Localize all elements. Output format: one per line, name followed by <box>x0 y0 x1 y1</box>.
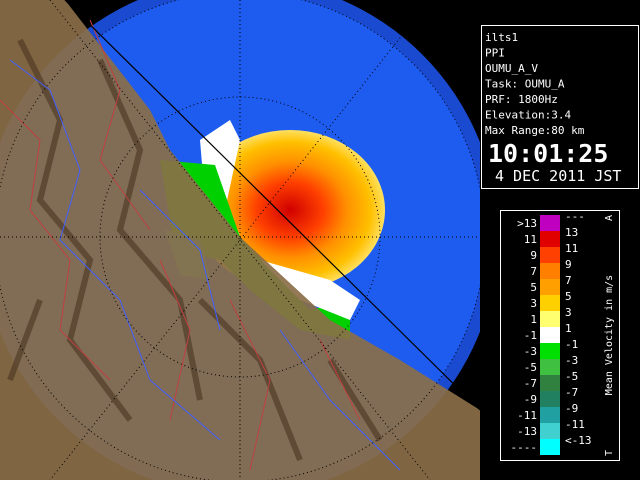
info-line: OUMU_A_V <box>485 62 538 75</box>
legend-swatch <box>540 327 560 343</box>
legend-high: -3 <box>565 354 578 367</box>
legend-low: 7 <box>530 265 537 278</box>
legend-swatch <box>540 407 560 423</box>
legend-low: ---- <box>511 441 538 454</box>
legend-low: -7 <box>524 377 537 390</box>
legend-swatch <box>540 279 560 295</box>
legend-swatch <box>540 215 560 231</box>
legend-high: -1 <box>565 338 578 351</box>
legend-swatch <box>540 343 560 359</box>
legend-low: -3 <box>524 345 537 358</box>
time: 10:01:25 <box>488 139 608 168</box>
legend-swatch <box>540 375 560 391</box>
legend-low: 1 <box>530 313 537 326</box>
legend-high: -7 <box>565 386 578 399</box>
legend-swatch <box>540 231 560 247</box>
legend-low: -1 <box>524 329 537 342</box>
legend-swatch <box>540 359 560 375</box>
echo-white2 <box>260 260 360 320</box>
info-line: ilts1 <box>485 31 518 44</box>
legend-low: 3 <box>530 297 537 310</box>
legend-high: 1 <box>565 322 572 335</box>
legend-high: 3 <box>565 306 572 319</box>
legend-swatch <box>540 391 560 407</box>
legend-high: --- <box>565 210 585 223</box>
info-panel: ilts1 PPI OUMU_A_V Task: OUMU_A PRF: 1800Hz E… <box>481 25 639 189</box>
legend-swatch <box>540 247 560 263</box>
info-line: Max Range:80 km <box>485 124 585 137</box>
legend-high: 7 <box>565 274 572 287</box>
legend-bottom-mark: T <box>604 450 615 456</box>
echo-white <box>200 120 240 235</box>
radar-map <box>0 0 480 480</box>
legend-high: 13 <box>565 226 578 239</box>
legend: >13---111391179573513-11-3-1-5-3-7-5-9-7… <box>500 210 620 461</box>
legend-title: Mean Velocity in m/s <box>604 275 615 395</box>
legend-high: -5 <box>565 370 578 383</box>
legend-low: -11 <box>517 409 537 422</box>
info-line: Task: OUMU_A <box>485 78 565 91</box>
info-line: PPI <box>485 47 505 60</box>
legend-low: -9 <box>524 393 537 406</box>
legend-high: 11 <box>565 242 578 255</box>
legend-swatch <box>540 263 560 279</box>
legend-high: 9 <box>565 258 572 271</box>
legend-low: -5 <box>524 361 537 374</box>
legend-low: 5 <box>530 281 537 294</box>
legend-low: 9 <box>530 249 537 262</box>
legend-swatch <box>540 439 560 455</box>
date: 4 DEC 2011 JST <box>495 167 621 185</box>
legend-high: -9 <box>565 402 578 415</box>
legend-low: >13 <box>517 217 537 230</box>
info-line: Elevation:3.4 <box>485 109 571 122</box>
legend-swatch <box>540 423 560 439</box>
legend-top-mark: A <box>604 215 615 221</box>
legend-swatch <box>540 295 560 311</box>
info-line: PRF: 1800Hz <box>485 93 558 106</box>
legend-swatch <box>540 311 560 327</box>
legend-high: -11 <box>565 418 585 431</box>
legend-low: -13 <box>517 425 537 438</box>
legend-low: 11 <box>524 233 537 246</box>
legend-high: <-13 <box>565 434 592 447</box>
legend-high: 5 <box>565 290 572 303</box>
